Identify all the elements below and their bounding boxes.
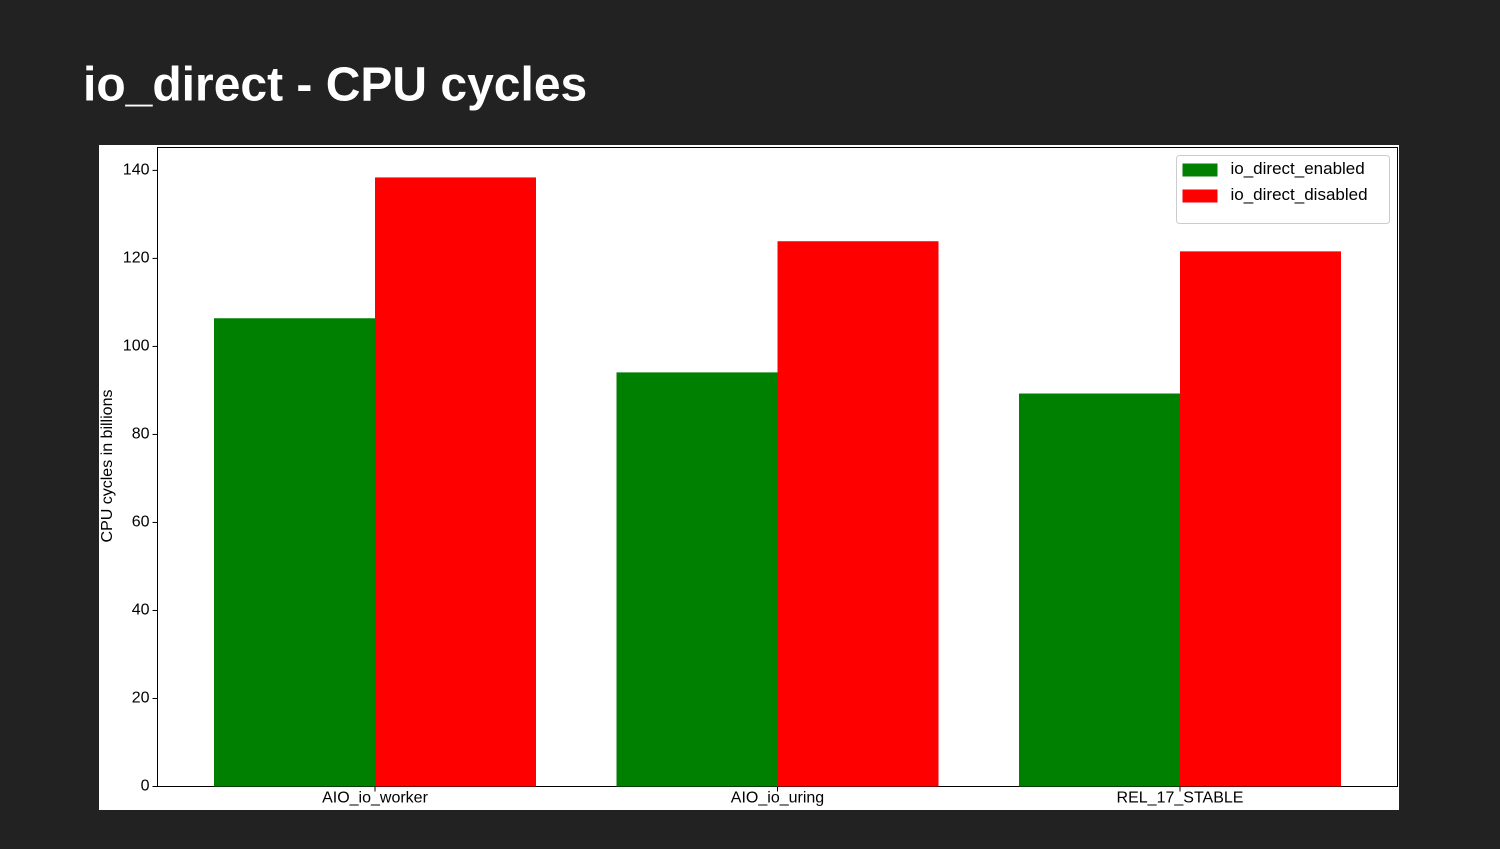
x-tick-label: REL_17_STABLE — [1117, 790, 1244, 807]
legend-swatch — [1182, 163, 1218, 177]
x-tick-label: AIO_io_worker — [322, 790, 428, 807]
y-tick-label: 80 — [132, 426, 150, 443]
bar — [1019, 393, 1180, 787]
slide-title: io_direct - CPU cycles — [83, 59, 587, 112]
bar — [616, 372, 778, 787]
bar — [214, 318, 375, 787]
y-tick-label: 60 — [132, 514, 150, 531]
y-tick-label: 140 — [123, 162, 150, 179]
y-tick-label: 0 — [141, 778, 150, 795]
legend-frame — [1176, 155, 1390, 224]
y-tick-label: 100 — [123, 338, 150, 355]
y-axis-label: CPU cycles in billions — [99, 390, 116, 543]
bar — [777, 241, 939, 787]
legend-swatch — [1182, 189, 1218, 203]
y-tick-label: 40 — [132, 602, 150, 619]
legend-label: io_direct_disabled — [1231, 185, 1368, 204]
y-tick-label: 120 — [123, 250, 150, 267]
bar — [1180, 251, 1341, 787]
legend-label: io_direct_enabled — [1231, 159, 1365, 178]
bar — [375, 177, 536, 787]
x-tick-label: AIO_io_uring — [731, 790, 824, 807]
y-tick-label: 20 — [132, 690, 150, 707]
legend: io_direct_enabled io_direct_disabled — [1176, 155, 1390, 224]
